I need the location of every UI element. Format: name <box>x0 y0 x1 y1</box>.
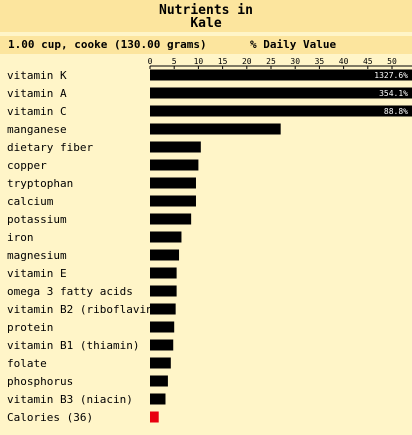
category-label: protein <box>7 321 53 334</box>
category-label: magnesium <box>7 249 67 262</box>
bar <box>150 105 412 117</box>
bar <box>150 159 199 171</box>
chart-title-line1: Nutrients in <box>159 3 253 18</box>
category-label: copper <box>7 159 47 172</box>
bar <box>150 177 196 189</box>
bar <box>150 141 201 153</box>
bar-value-label: 354.1% <box>379 89 408 98</box>
category-label: vitamin C <box>7 105 67 118</box>
category-label: vitamin A <box>7 87 67 100</box>
category-label: vitamin B3 (niacin) <box>7 393 133 406</box>
category-label: tryptophan <box>7 177 73 190</box>
serving-size: 1.00 cup, cooke (130.00 grams) <box>8 38 207 51</box>
x-tick-label: 40 <box>339 57 349 66</box>
x-tick-label: 10 <box>194 57 204 66</box>
category-label: phosphorus <box>7 375 73 388</box>
category-label: vitamin B1 (thiamin) <box>7 339 139 352</box>
bar <box>150 411 159 423</box>
category-label: manganese <box>7 123 67 136</box>
bar <box>150 69 412 81</box>
bar <box>150 321 175 333</box>
bar <box>150 393 166 405</box>
x-tick-label: 25 <box>266 57 276 66</box>
x-tick-label: 5 <box>172 57 177 66</box>
category-label: vitamin K <box>7 69 67 82</box>
bar <box>150 339 174 351</box>
category-label: potassium <box>7 213 67 226</box>
bar <box>150 87 412 99</box>
bar <box>150 303 176 315</box>
category-label: iron <box>7 231 34 244</box>
bar <box>150 375 168 387</box>
category-label: calcium <box>7 195 54 208</box>
bar <box>150 123 281 135</box>
x-tick-label: 20 <box>242 57 252 66</box>
bar-value-label: 1327.6% <box>374 71 408 80</box>
bar <box>150 195 196 207</box>
subheader-bar: 1.00 cup, cooke (130.00 grams) % Daily V… <box>0 36 412 54</box>
x-tick-label: 30 <box>290 57 300 66</box>
category-label: vitamin E <box>7 267 67 280</box>
x-tick-label: 35 <box>315 57 325 66</box>
bar <box>150 267 177 279</box>
bar <box>150 231 182 243</box>
category-label: dietary fiber <box>7 141 93 154</box>
category-label: omega 3 fatty acids <box>7 285 133 298</box>
bar <box>150 357 171 369</box>
x-tick-label: 15 <box>218 57 228 66</box>
x-tick-label: 50 <box>387 57 397 66</box>
bar <box>150 249 180 261</box>
category-label: folate <box>7 357 47 370</box>
category-label: vitamin B2 (riboflavin) <box>7 303 159 316</box>
bar <box>150 213 192 225</box>
bar <box>150 285 177 297</box>
bar-value-label: 88.8% <box>384 107 408 116</box>
chart-title-line2: Kale <box>190 16 222 31</box>
daily-value-label: % Daily Value <box>250 38 337 51</box>
category-label: Calories (36) <box>7 411 93 424</box>
x-tick-label: 45 <box>363 57 373 66</box>
title-banner: Nutrients in Kale <box>0 0 412 32</box>
x-tick-label: 0 <box>148 57 153 66</box>
